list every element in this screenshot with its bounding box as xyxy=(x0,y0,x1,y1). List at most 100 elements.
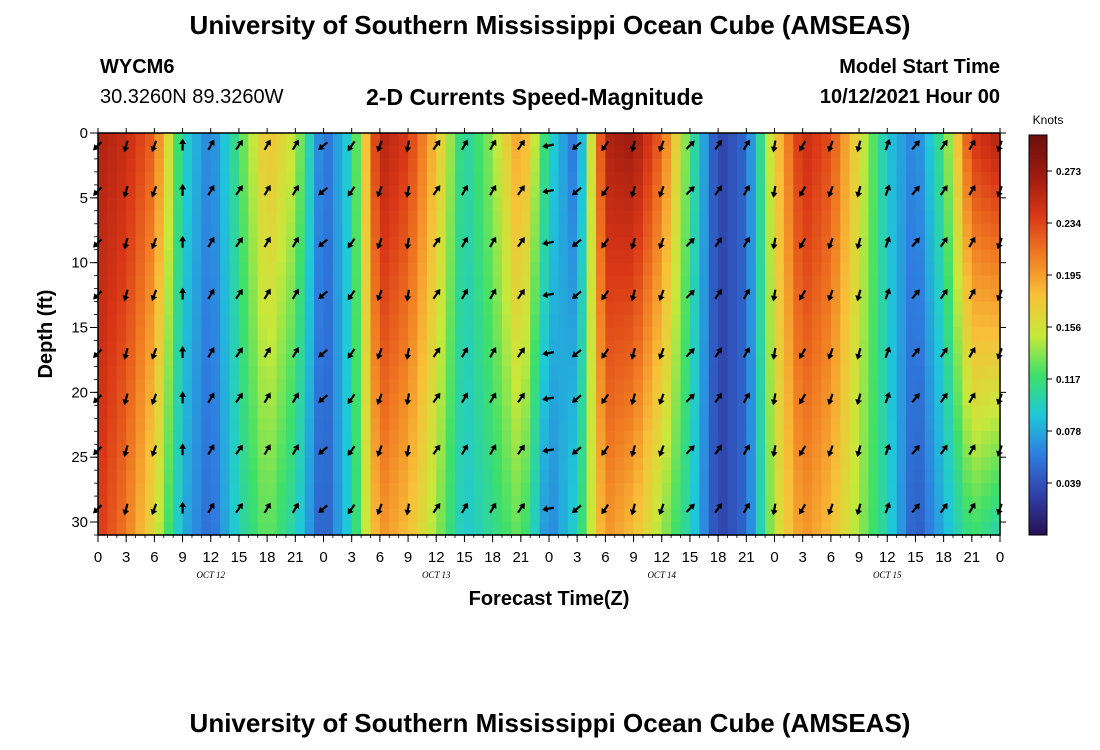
heatmap-cell xyxy=(248,392,259,406)
heatmap-cell xyxy=(98,262,108,277)
heatmap-cell xyxy=(906,133,917,147)
heatmap-cell xyxy=(595,210,606,225)
heatmap-cell xyxy=(859,405,870,419)
heatmap-cell xyxy=(642,483,653,497)
heatmap-cell xyxy=(126,223,137,238)
heatmap-cell xyxy=(285,197,296,212)
heatmap-cell xyxy=(981,275,992,290)
heatmap-cell xyxy=(285,301,296,316)
heatmap-cell xyxy=(652,184,663,199)
heatmap-cell xyxy=(633,470,644,484)
heatmap-cell xyxy=(981,133,992,147)
heatmap-cell xyxy=(314,288,325,303)
heatmap-cell xyxy=(765,301,776,316)
current-arrow xyxy=(235,139,243,151)
heatmap-cell xyxy=(201,353,212,368)
heatmap-cell xyxy=(304,288,315,303)
heatmap-cell xyxy=(877,158,888,173)
heatmap-cell xyxy=(323,509,334,523)
heatmap-cell xyxy=(370,184,381,199)
x-tick-label: 3 xyxy=(573,549,581,566)
heatmap-cell xyxy=(502,184,513,199)
heatmap-cell xyxy=(849,133,860,147)
heatmap-cell xyxy=(906,223,917,238)
heatmap-cell xyxy=(210,379,221,393)
heatmap-cell xyxy=(708,509,719,523)
heatmap-cell xyxy=(821,418,832,432)
heatmap-cell xyxy=(295,133,306,147)
heatmap-cell xyxy=(351,249,362,264)
heatmap-cell xyxy=(906,509,917,523)
heatmap-cell xyxy=(934,366,945,380)
heatmap-cell xyxy=(877,314,888,329)
heatmap-cell xyxy=(502,509,513,523)
heatmap-cell xyxy=(718,366,729,380)
arrow-head xyxy=(827,450,834,457)
heatmap-cell xyxy=(671,496,682,510)
heatmap-cell xyxy=(689,392,700,406)
heatmap-cell xyxy=(370,197,381,212)
heatmap-cell xyxy=(502,470,513,484)
current-arrow xyxy=(939,139,948,151)
heatmap-cell xyxy=(361,249,372,264)
heatmap-cell xyxy=(718,444,729,458)
heatmap-cell xyxy=(530,431,541,445)
heatmap-cell xyxy=(802,405,813,419)
heatmap-cell xyxy=(248,431,259,445)
heatmap-cell xyxy=(473,158,484,173)
arrow-head xyxy=(716,236,723,244)
heatmap-cell xyxy=(605,405,616,419)
x-axis-label: Forecast Time(Z) xyxy=(469,588,630,610)
heatmap-cell xyxy=(520,314,531,329)
arrow-head xyxy=(629,450,637,457)
heatmap-cell xyxy=(455,405,466,419)
arrow-head xyxy=(770,509,778,516)
heatmap-cell xyxy=(962,392,973,406)
heatmap-cell xyxy=(718,133,729,147)
heatmap-cell xyxy=(126,470,137,484)
heatmap-cell xyxy=(426,327,437,342)
heatmap-cell xyxy=(257,379,268,393)
arrow-head xyxy=(293,392,300,399)
heatmap-cell xyxy=(304,236,315,251)
heatmap-cell xyxy=(642,457,653,471)
heatmap-cell xyxy=(126,353,137,368)
heatmap-cell xyxy=(520,249,531,264)
heatmap-cell xyxy=(98,145,108,160)
heatmap-cell xyxy=(182,418,193,432)
current-arrow xyxy=(657,445,665,457)
heatmap-cell xyxy=(577,145,588,160)
heatmap-cell xyxy=(906,496,917,510)
heatmap-cell xyxy=(98,496,108,510)
heatmap-cell xyxy=(840,288,851,303)
arrow-head xyxy=(236,502,243,510)
heatmap-cell xyxy=(971,405,982,419)
heatmap-cell xyxy=(126,496,137,510)
heatmap-cell xyxy=(577,275,588,290)
heatmap-cell xyxy=(220,249,231,264)
heatmap-cell xyxy=(567,184,578,199)
heatmap-cell xyxy=(727,262,738,277)
heatmap-cell xyxy=(248,522,259,536)
heatmap-cell xyxy=(238,496,249,510)
heatmap-cell xyxy=(614,262,625,277)
heatmap-cell xyxy=(116,470,127,484)
heatmap-cell xyxy=(934,392,945,406)
heatmap-cell xyxy=(990,184,1001,199)
heatmap-cell xyxy=(953,340,964,355)
heatmap-cell xyxy=(953,262,964,277)
heatmap-cell xyxy=(210,444,221,458)
heatmap-cell xyxy=(417,522,428,536)
heatmap-cell xyxy=(464,457,475,471)
heatmap-cell xyxy=(182,184,193,199)
heatmap-cell xyxy=(173,275,184,290)
heatmap-cell xyxy=(483,171,494,186)
heatmap-cell xyxy=(314,483,325,497)
heatmap-cell xyxy=(736,223,747,238)
current-arrow xyxy=(517,502,525,514)
heatmap-cell xyxy=(116,496,127,510)
heatmap-cell xyxy=(220,418,231,432)
heatmap-cell xyxy=(718,327,729,342)
heatmap-cell xyxy=(455,509,466,523)
heatmap-cell xyxy=(783,288,794,303)
